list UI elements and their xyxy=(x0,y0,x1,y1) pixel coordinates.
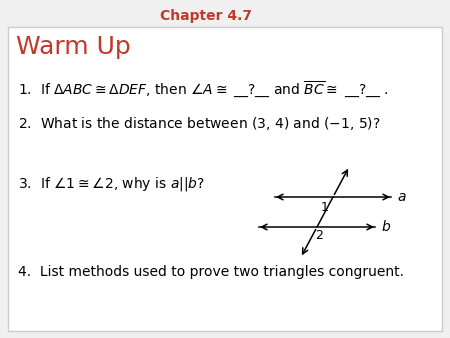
Text: 4.  List methods used to prove two triangles congruent.: 4. List methods used to prove two triang… xyxy=(18,265,404,279)
Text: 1.  If $\Delta ABC \cong \Delta DEF$, then $\angle A \cong$ __?__ and $\overline: 1. If $\Delta ABC \cong \Delta DEF$, the… xyxy=(18,79,389,99)
Text: Chapter 4.7: Chapter 4.7 xyxy=(160,9,252,23)
Text: 2: 2 xyxy=(315,229,323,242)
Text: 2.  What is the distance between (3, 4) and ($-$1, 5)?: 2. What is the distance between (3, 4) a… xyxy=(18,115,381,132)
Text: 1: 1 xyxy=(321,201,329,214)
Text: a: a xyxy=(397,190,405,204)
Text: 3.  If $\angle 1 \cong \angle 2$, why is $a$$||$$b$?: 3. If $\angle 1 \cong \angle 2$, why is … xyxy=(18,175,205,193)
Bar xyxy=(8,27,442,331)
Text: Warm Up: Warm Up xyxy=(16,35,131,59)
Text: b: b xyxy=(381,220,390,234)
